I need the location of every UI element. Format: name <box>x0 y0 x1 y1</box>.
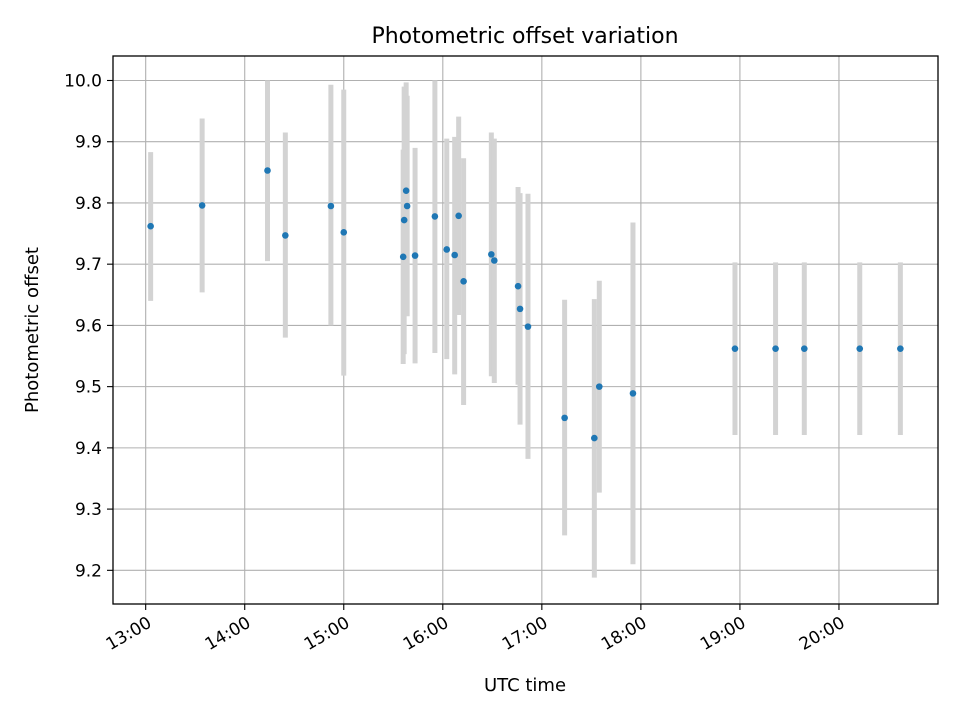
data-point <box>327 202 335 210</box>
data-point <box>451 251 458 259</box>
data-point <box>491 257 498 264</box>
data-point <box>147 222 154 230</box>
x-tick-label: 18:00 <box>598 613 650 655</box>
data-point <box>455 212 462 220</box>
x-tick-label: 16:00 <box>400 613 452 655</box>
error-bars <box>148 80 903 578</box>
data-point <box>399 253 407 261</box>
data-point <box>856 345 864 352</box>
y-tick-label: 9.5 <box>75 378 102 398</box>
data-point <box>897 345 904 352</box>
x-axis-label: UTC time <box>484 675 566 696</box>
data-point <box>340 229 348 236</box>
data-point <box>595 383 603 390</box>
data-point <box>411 252 419 259</box>
data-point <box>561 414 568 422</box>
y-axis-label: Photometric offset <box>22 247 43 413</box>
x-tick-label: 14:00 <box>202 613 254 655</box>
data-point <box>800 345 808 352</box>
y-tick-label: 9.6 <box>75 316 102 336</box>
data-point <box>198 202 206 209</box>
y-tick-label: 9.7 <box>75 255 102 275</box>
data-point <box>629 390 637 397</box>
y-tick-label: 9.9 <box>75 133 102 153</box>
x-tick-label: 20:00 <box>796 613 848 655</box>
y-tick-label: 9.4 <box>75 439 102 459</box>
data-point <box>591 434 598 442</box>
data-point <box>402 187 410 195</box>
data-point <box>731 345 739 352</box>
data-points <box>147 167 904 442</box>
y-tick-label: 9.3 <box>75 500 102 520</box>
x-tick-label: 15:00 <box>301 613 353 655</box>
y-tick-label: 9.2 <box>75 561 102 581</box>
data-point <box>514 282 522 290</box>
data-point <box>488 251 495 258</box>
x-axis-ticks: 13:00 14:00 15:00 16:00 17:00 18:00 19:00 20:00 <box>103 604 848 655</box>
y-tick-label: 10.0 <box>64 71 102 91</box>
data-point <box>460 278 467 285</box>
data-point <box>443 246 451 253</box>
data-point <box>264 167 271 174</box>
y-tick-label: 9.8 <box>75 194 102 214</box>
data-point <box>516 305 524 313</box>
data-point <box>431 213 439 220</box>
x-tick-label: 13:00 <box>103 613 155 655</box>
data-point <box>400 216 408 224</box>
y-axis-ticks: 9.2 9.3 9.4 9.5 9.6 9.7 9.8 9.9 10.0 <box>64 71 113 581</box>
chart-title: Photometric offset variation <box>371 24 678 49</box>
data-point <box>524 323 532 330</box>
plot-frame <box>112 55 939 605</box>
x-tick-label: 17:00 <box>499 613 551 655</box>
x-tick-label: 19:00 <box>697 613 749 655</box>
data-point <box>772 345 779 352</box>
data-point <box>282 232 289 239</box>
data-point <box>403 202 411 210</box>
